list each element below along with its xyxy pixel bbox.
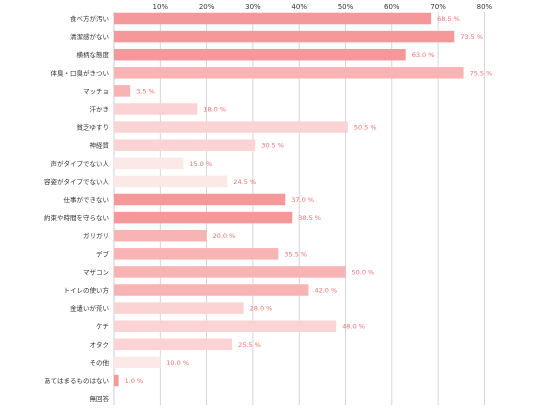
category-label: 横柄な態度 (77, 50, 110, 59)
data-label: 42.0 % (314, 287, 337, 295)
data-label: 30.5 % (261, 142, 284, 150)
category-label: ガリガリ (83, 231, 109, 240)
category-label: 金遣いが荒い (70, 304, 109, 313)
category-label: 声がタイプでない人 (51, 159, 110, 168)
category-label: 約束や時間を守らない (44, 213, 109, 222)
data-label: 15.0 % (189, 160, 212, 168)
bar (114, 356, 161, 369)
data-label: 75.5 % (470, 69, 493, 77)
bar (114, 30, 455, 43)
category-label: トイレの使い方 (64, 286, 110, 295)
category-label: ケチ (96, 323, 109, 331)
data-label: 18.0 % (203, 106, 226, 114)
bar (114, 338, 233, 351)
bar (114, 103, 198, 115)
bar (114, 67, 464, 79)
category-label: 体臭・口臭がきつい (51, 68, 110, 77)
bar (114, 229, 207, 242)
category-label: 無回答 (90, 394, 110, 403)
bar (114, 157, 184, 170)
data-label: 37.0 % (291, 196, 314, 204)
x-tick-label: 80% (477, 3, 493, 11)
category-label: 容姿がタイプでない人 (44, 177, 110, 186)
category-label: 清潔感がない (70, 32, 109, 41)
data-label: 63.0 % (412, 51, 435, 59)
bar (114, 48, 406, 61)
x-tick-label: 50% (338, 3, 354, 11)
data-label: 73.5 % (460, 33, 483, 41)
bar (114, 193, 286, 206)
x-tick-label: 60% (384, 3, 400, 11)
category-label: 汗かき (90, 106, 110, 114)
data-label: 3.5 % (136, 87, 155, 95)
category-label: マザコン (83, 268, 109, 276)
category-label: 神経質 (90, 141, 110, 150)
data-label: 68.5 % (437, 15, 460, 23)
x-tick-label: 70% (430, 3, 446, 11)
x-tick-label: 10% (153, 3, 169, 11)
x-tick-label: 30% (245, 3, 261, 11)
category-label: デブ (96, 249, 110, 258)
x-axis-ticks: 10% 20% 30% 40% 50% 60% 70% 80% (153, 3, 493, 11)
data-label: 10.0 % (166, 359, 189, 367)
data-label: 28.0 % (250, 305, 273, 313)
bar (114, 85, 131, 97)
category-label: その他 (90, 358, 110, 367)
data-label: 38.5 % (298, 214, 321, 222)
category-label: あてはまるものはない (44, 377, 109, 385)
category-label: マッチョ (83, 87, 109, 95)
bar (114, 175, 228, 188)
category-labels: 食べ方が汚い清潔感がない横柄な態度体臭・口臭がきついマッチョ汗かき貧乏ゆすり神経… (44, 14, 110, 403)
bar (114, 320, 337, 332)
bar (114, 284, 309, 296)
data-label: 50.5 % (354, 124, 377, 132)
data-label: 20.0 % (213, 232, 236, 240)
x-tick-label: 20% (199, 3, 215, 11)
bar (114, 211, 293, 224)
data-label: 1.0 % (125, 377, 144, 385)
bar (114, 248, 279, 260)
data-label: 25.5 % (238, 341, 261, 349)
bar (114, 302, 244, 314)
bar (114, 121, 348, 133)
bar (114, 374, 119, 387)
category-label: 食べ方が汚い (70, 14, 109, 23)
bar (114, 12, 432, 25)
bar (114, 139, 256, 151)
data-label: 24.5 % (233, 178, 256, 186)
category-label: 貧乏ゆすり (77, 123, 110, 132)
category-label: 仕事ができない (64, 195, 110, 204)
bars (114, 12, 464, 387)
data-label: 35.5 % (284, 250, 307, 258)
category-label: オタク (90, 340, 110, 349)
data-label: 48.0 % (342, 323, 365, 331)
data-labels: 68.5 % 73.5 % 63.0 % 75.5 % 3.5 % 18.0 % 50.5 … (125, 15, 493, 385)
bar (114, 266, 346, 278)
x-tick-label: 40% (291, 3, 307, 11)
data-label: 50.0 % (352, 268, 375, 276)
